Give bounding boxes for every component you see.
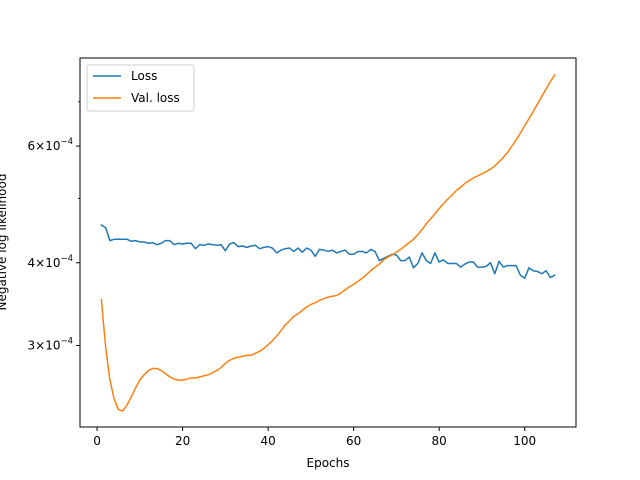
x-tick-label: 0 [93, 434, 101, 448]
legend: Loss Val. loss [86, 64, 195, 112]
x-tick-label: 60 [346, 434, 361, 448]
y-tick-label: 3×10−4 [28, 337, 74, 353]
series-line-1 [100, 74, 556, 412]
series-line-0 [100, 224, 556, 280]
y-axis-label: Negative log likelihood [0, 174, 9, 311]
axes-frame [79, 57, 577, 428]
y-axis-ticks: 3×10−4 4×10−4 6×10−4 [28, 101, 80, 353]
legend-label-0: Loss [131, 69, 157, 83]
x-tick-label: 40 [260, 434, 275, 448]
plot-area [80, 58, 576, 427]
legend-label-1: Val. loss [131, 91, 180, 105]
x-axis-label: Epochs [307, 456, 350, 470]
y-tick-label: 4×10−4 [28, 254, 74, 270]
x-tick-label: 80 [432, 434, 447, 448]
x-tick-label: 100 [513, 434, 536, 448]
y-tick-label: 6×10−4 [28, 137, 74, 153]
x-axis-ticks: 0 20 40 60 80 100 [93, 427, 536, 448]
x-tick-label: 20 [175, 434, 190, 448]
series-layer [100, 74, 556, 412]
